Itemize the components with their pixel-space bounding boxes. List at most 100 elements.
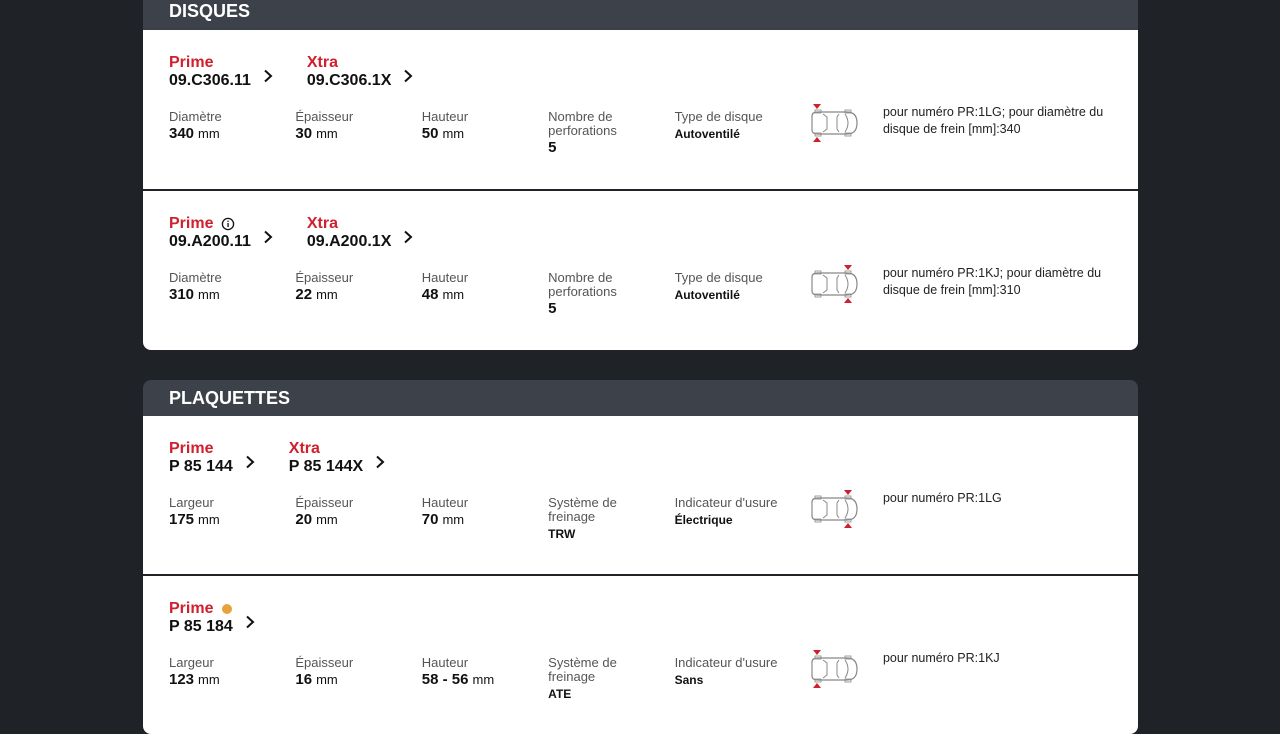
- chevron[interactable]: [403, 69, 413, 88]
- spec-value: 20 mm: [295, 511, 421, 529]
- chevron[interactable]: [245, 615, 255, 634]
- brand-name: Prime: [169, 215, 214, 232]
- section: DISQUES Prime 09.C306.11 Xtra 09.C306.1X Diam…: [143, 0, 1138, 350]
- part-number: P 85 144: [169, 458, 233, 475]
- spec-unit: mm: [198, 672, 220, 687]
- spec-number: 340: [169, 125, 195, 142]
- chevron[interactable]: [245, 455, 255, 474]
- spec-number: 175: [169, 511, 195, 528]
- chevron-icon: [404, 230, 413, 244]
- spec: Diamètre 340 mm: [169, 110, 295, 143]
- spec-value: 123 mm: [169, 671, 295, 689]
- spec-unit: mm: [316, 512, 338, 527]
- spec-value: Électrique: [675, 512, 801, 528]
- spec-label: Diamètre: [169, 109, 222, 124]
- part-number: 09.A200.1X: [306, 233, 392, 250]
- fitment-note: pour numéro PR:1KJ; pour diamètre du dis…: [882, 266, 1102, 297]
- spec: Largeur 123 mm: [169, 656, 295, 689]
- car-icon: [809, 102, 883, 149]
- part-number: P 85 184: [169, 618, 233, 635]
- spec-number: Sans: [674, 673, 704, 687]
- part-ref[interactable]: Xtra P 85 144X: [289, 440, 385, 476]
- brand-name: Prime: [169, 600, 214, 617]
- specs: Largeur 175 mm Épaisseur 20 mm Hauteur 70 mm Syst…: [169, 490, 1112, 542]
- spec-number: ATE: [548, 687, 572, 701]
- spec-value: 48 mm: [422, 286, 548, 304]
- part-card: Prime 09.A200.11 Xtra 09.A200.1X Diamètre 310…: [143, 191, 1138, 350]
- spec: Épaisseur 16 mm: [295, 656, 421, 689]
- spec: Indicateur d'usure Électrique: [675, 496, 801, 528]
- part-ref[interactable]: Xtra 09.A200.1X: [307, 215, 414, 251]
- chevron[interactable]: [263, 230, 273, 249]
- chevron[interactable]: [403, 230, 413, 249]
- spec-number: 5: [548, 139, 557, 156]
- spec-value: 70 mm: [422, 511, 548, 529]
- spec-number: 48: [421, 286, 439, 303]
- spec-value: 58 - 56 mm: [422, 671, 548, 689]
- spec-value: 50 mm: [422, 125, 548, 143]
- part-card: Prime 09.C306.11 Xtra 09.C306.1X Diamètre 340…: [143, 30, 1138, 189]
- spec-unit: mm: [316, 126, 338, 141]
- brand-name: Xtra: [306, 215, 338, 232]
- chevron[interactable]: [375, 455, 385, 474]
- spec-number: 123: [169, 671, 195, 688]
- spec: Système de freinage TRW: [548, 496, 674, 542]
- spec-number: 70: [421, 511, 439, 528]
- spec-value: TRW: [548, 526, 674, 542]
- part-refs: Prime 09.A200.11 Xtra 09.A200.1X: [169, 215, 1112, 251]
- part-card: Prime P 85 184 Largeur 123 mm Épaisseur 16 mm Ha…: [143, 576, 1138, 734]
- info-icon[interactable]: [221, 217, 235, 231]
- spec-value: Sans: [675, 672, 801, 688]
- spec-value: 22 mm: [295, 286, 421, 304]
- spec-label: Système de freinage: [548, 655, 617, 684]
- brand: Prime: [169, 54, 251, 72]
- car-icon: [809, 263, 883, 310]
- spec: Hauteur 70 mm: [422, 496, 548, 529]
- part-ref[interactable]: Prime 09.A200.11: [169, 215, 273, 251]
- chevron-icon: [404, 69, 413, 83]
- spec-label: Hauteur: [421, 495, 469, 510]
- spec-label: Épaisseur: [295, 109, 354, 124]
- part-ref[interactable]: Xtra 09.C306.1X: [307, 54, 414, 90]
- spec-label: Hauteur: [421, 270, 469, 285]
- chevron[interactable]: [263, 69, 273, 88]
- spec-unit: mm: [198, 512, 220, 527]
- spec-unit: mm: [442, 287, 465, 302]
- spec-number: 30: [295, 125, 313, 142]
- spec: Type de disque Autoventilé: [675, 271, 801, 303]
- spec-label: Indicateur d'usure: [674, 495, 778, 510]
- spec-label: Indicateur d'usure: [674, 655, 778, 670]
- spec-unit: mm: [442, 126, 465, 141]
- part-ref[interactable]: Prime 09.C306.11: [169, 54, 273, 90]
- spec-label: Système de freinage: [548, 495, 617, 524]
- brand-name: Xtra: [306, 54, 338, 71]
- spec-number: TRW: [548, 527, 576, 541]
- spec-number: 5: [548, 300, 557, 317]
- spec-value: ATE: [548, 686, 674, 702]
- spec-value: Autoventilé: [675, 287, 801, 303]
- fitment-note: pour numéro PR:1LG: [882, 491, 1002, 505]
- part-refs: Prime P 85 144 Xtra P 85 144X: [169, 440, 1112, 476]
- spec-unit: mm: [472, 672, 495, 687]
- car-axle-icon: [811, 650, 858, 688]
- spec-value: 310 mm: [169, 286, 295, 304]
- spec-value: 5: [548, 300, 674, 318]
- spec: Nombre de perforations 5: [548, 110, 674, 157]
- brand: Xtra: [307, 215, 392, 233]
- spec-value: 16 mm: [295, 671, 421, 689]
- spec-number: 22: [295, 286, 313, 303]
- brand: Xtra: [307, 54, 392, 72]
- spec: Nombre de perforations 5: [548, 271, 674, 318]
- part-ref[interactable]: Prime P 85 144: [169, 440, 255, 476]
- spec-value: Autoventilé: [675, 126, 801, 142]
- brand: Xtra: [289, 440, 363, 458]
- spec-number: Autoventilé: [674, 127, 740, 141]
- section-title: DISQUES: [143, 0, 1138, 30]
- specs: Diamètre 310 mm Épaisseur 22 mm Hauteur 48 mm Nom…: [169, 265, 1112, 318]
- fitment-note: pour numéro PR:1LG; pour diamètre du dis…: [882, 105, 1104, 136]
- chevron-icon: [246, 455, 255, 469]
- part-ref[interactable]: Prime P 85 184: [169, 600, 255, 636]
- spec: Indicateur d'usure Sans: [675, 656, 801, 688]
- chevron-icon: [246, 615, 255, 629]
